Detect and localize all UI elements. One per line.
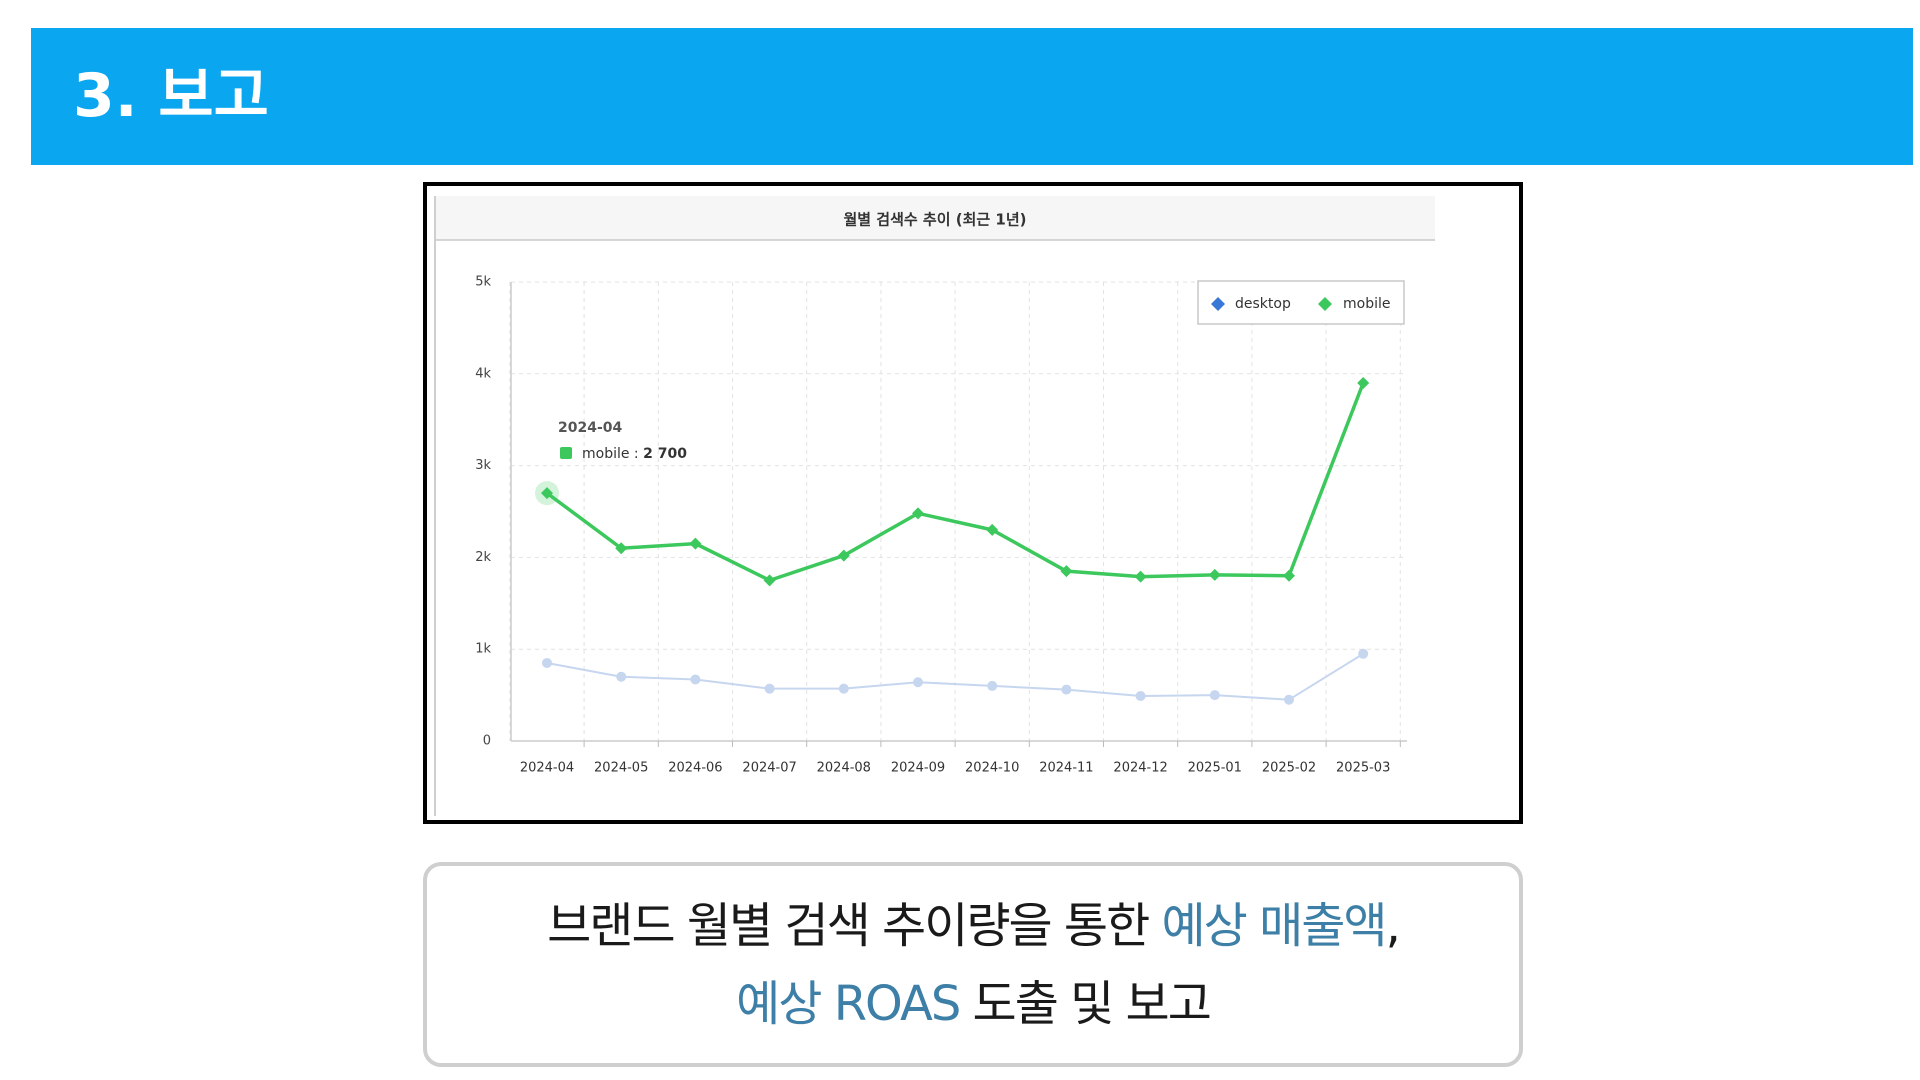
x-tick-label: 2024-08 (817, 761, 871, 776)
data-point-desktop (1358, 648, 1369, 659)
data-point-mobile (541, 487, 553, 500)
data-point-mobile (912, 507, 924, 520)
y-tick-label: 2k (475, 550, 491, 565)
x-tick-label: 2024-06 (668, 761, 722, 776)
legend-label-desktop[interactable]: desktop (1235, 296, 1291, 312)
data-point-mobile (763, 574, 776, 587)
summary-line-1: 브랜드 월별 검색 추이량을 통한 예상 매출액, (547, 887, 1401, 965)
x-tick-label: 2024-07 (742, 761, 796, 776)
data-point-desktop (1284, 694, 1294, 705)
legend-marker-mobile[interactable] (1318, 297, 1332, 311)
series-layer (535, 376, 1370, 705)
tooltip: 2024-04 mobile : 2 700 (558, 420, 687, 462)
summary-text-1b: , (1385, 897, 1401, 954)
chart-title: 월별 검색수 추이 (최근 1년) (843, 211, 1026, 229)
y-tick-label: 5k (475, 275, 491, 290)
legend-box (1197, 280, 1405, 325)
section-title: 3. 보고 (73, 61, 269, 131)
data-point-desktop (913, 677, 923, 688)
y-tick-label: 3k (475, 458, 491, 473)
x-tick-label: 2024-10 (965, 761, 1019, 776)
data-point-mobile (1357, 376, 1370, 389)
x-tick-label: 2024-04 (520, 761, 574, 776)
x-tick-label: 2024-11 (1039, 761, 1093, 776)
data-point-desktop (1135, 691, 1146, 702)
grid-layer (509, 281, 1407, 742)
x-tick-label: 2025-02 (1262, 761, 1316, 776)
x-axis: 2024-04 2024-05 2024-06 2024-07 2024-08 2024-… (520, 741, 1401, 776)
data-point-mobile (689, 537, 702, 550)
data-point-desktop (690, 674, 701, 685)
y-tick-label: 4k (475, 366, 491, 381)
data-point-mobile (1060, 565, 1073, 578)
y-tick-label: 0 (483, 734, 491, 749)
tooltip-series: mobile (582, 446, 629, 462)
search-trend-chart: 월별 검색수 추이 (최근 1년) 0 1k 2k 3k 4k 5k 2024-04 202… (423, 182, 1523, 824)
tooltip-date: 2024-04 (558, 420, 623, 436)
legend-label-mobile[interactable]: mobile (1343, 296, 1390, 312)
data-point-mobile (1208, 568, 1221, 581)
x-tick-label: 2024-05 (594, 761, 648, 776)
tooltip-value: 2 700 (643, 446, 687, 462)
summary-text-1a: 브랜드 월별 검색 추이량을 통한 (547, 897, 1162, 954)
tooltip-swatch (560, 447, 572, 459)
data-point-mobile (1134, 570, 1147, 583)
legend-marker-desktop[interactable] (1211, 297, 1225, 311)
x-tick-label: 2024-09 (891, 761, 945, 776)
data-point-mobile (615, 542, 628, 555)
data-point-desktop (542, 657, 552, 668)
summary-highlight-roas: 예상 ROAS (736, 975, 961, 1032)
data-point-mobile (986, 523, 999, 536)
data-point-desktop (1209, 690, 1220, 701)
summary-line-2: 예상 ROAS 도출 및 보고 (736, 965, 1212, 1043)
data-point-desktop (616, 671, 627, 682)
data-point-mobile (1283, 569, 1295, 582)
data-point-desktop (764, 683, 775, 694)
section-header: 3. 보고 (31, 28, 1913, 165)
summary-box: 브랜드 월별 검색 추이량을 통한 예상 매출액, 예상 ROAS 도출 및 보… (423, 862, 1523, 1067)
x-tick-label: 2024-12 (1113, 761, 1167, 776)
x-tick-label: 2025-01 (1188, 761, 1242, 776)
data-point-desktop (987, 680, 998, 691)
data-point-desktop (1061, 684, 1072, 695)
series-line-desktop (546, 652, 1364, 701)
summary-highlight-revenue: 예상 매출액 (1161, 897, 1388, 954)
legend: desktop mobile (1197, 280, 1405, 325)
tooltip-content: mobile : 2 700 (582, 446, 687, 462)
chart-title-bar (435, 196, 1435, 240)
data-point-desktop (838, 683, 849, 694)
series-line-mobile (545, 382, 1365, 583)
summary-text-2b: 도출 및 보고 (959, 975, 1212, 1032)
tooltip-separator: : (629, 446, 643, 462)
y-tick-label: 1k (475, 642, 491, 657)
y-axis: 0 1k 2k 3k 4k 5k (475, 275, 491, 749)
x-tick-label: 2025-03 (1336, 761, 1390, 776)
data-point-mobile (837, 549, 850, 562)
